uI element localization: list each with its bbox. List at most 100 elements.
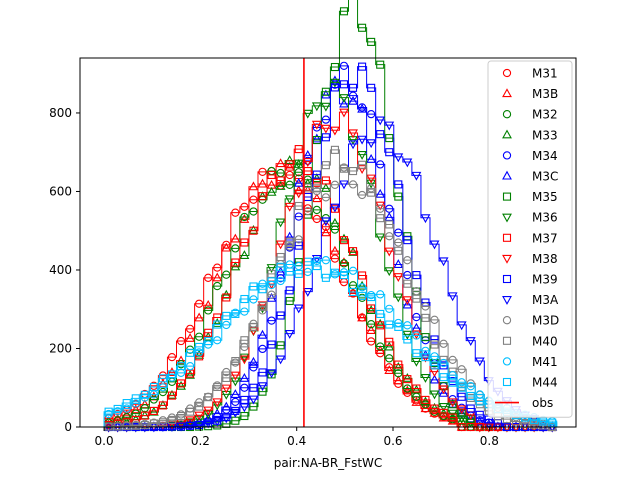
point-M44 <box>539 417 548 426</box>
point-M40 <box>131 421 140 430</box>
point-M40 <box>321 161 330 170</box>
point-M39 <box>412 271 421 280</box>
point-M33 <box>248 224 259 234</box>
point-M33 <box>357 280 368 290</box>
point-M3C <box>257 329 268 339</box>
point-M40 <box>122 422 131 431</box>
point-M37 <box>312 178 321 187</box>
point-M3A <box>420 214 431 224</box>
point-M40 <box>358 160 367 169</box>
x-tick-label: 0.6 <box>383 434 402 448</box>
point-M36 <box>357 151 368 160</box>
point-M38 <box>348 129 358 139</box>
point-M39 <box>294 241 303 250</box>
point-M44 <box>448 378 457 387</box>
point-M32 <box>366 320 376 329</box>
point-M35 <box>339 7 349 16</box>
point-M37 <box>348 247 358 256</box>
point-M3B <box>167 367 177 376</box>
point-M44 <box>376 309 385 318</box>
point-M38 <box>284 202 295 212</box>
point-M44 <box>457 383 466 392</box>
point-M35 <box>421 333 430 342</box>
point-M3A <box>311 255 322 264</box>
point-M33 <box>384 341 395 351</box>
point-M44 <box>213 320 222 329</box>
legend-label: M34 <box>532 149 558 163</box>
point-M3C <box>429 374 440 384</box>
point-M36 <box>239 353 250 363</box>
point-M3C <box>339 98 349 108</box>
point-M39 <box>258 368 267 377</box>
point-M36 <box>329 78 340 88</box>
point-M38 <box>221 384 232 394</box>
point-M33 <box>375 318 386 328</box>
point-M40 <box>367 188 376 197</box>
point-M44 <box>249 282 258 291</box>
point-M38 <box>311 120 322 130</box>
point-M44 <box>430 361 439 370</box>
y-axis: 0 200 400 600 800 <box>49 106 80 434</box>
point-M3C <box>438 387 449 397</box>
point-M39 <box>439 361 448 370</box>
point-M31 <box>285 170 294 180</box>
point-M35 <box>457 409 466 418</box>
point-M33 <box>456 415 467 425</box>
point-M37 <box>412 384 421 393</box>
point-M3A <box>375 116 386 126</box>
legend-label: M35 <box>532 190 558 204</box>
point-M37 <box>439 408 448 417</box>
point-M37 <box>158 401 167 410</box>
point-M40 <box>195 402 204 411</box>
point-M3A <box>185 421 196 431</box>
point-M3B <box>438 412 449 422</box>
legend: M31 M3B M32 M33 M34 M3C M35 M36 M37 M38 M39 M3A M3D M… <box>487 60 573 418</box>
point-M36 <box>320 102 331 112</box>
x-tick-label: 0.4 <box>287 434 306 448</box>
point-M3B <box>257 178 268 188</box>
point-M3B <box>284 161 295 171</box>
point-M3A <box>456 321 467 331</box>
point-M3B <box>429 407 440 417</box>
point-M38 <box>212 398 223 408</box>
point-M3D <box>267 290 276 299</box>
point-M3C <box>384 212 395 221</box>
point-M37 <box>176 379 186 388</box>
point-M40 <box>258 302 267 311</box>
point-M32 <box>240 212 249 222</box>
point-M33 <box>393 361 404 371</box>
point-M38 <box>257 301 268 311</box>
point-M44 <box>385 320 394 329</box>
point-M3B <box>221 242 232 252</box>
point-M32 <box>158 387 168 397</box>
point-M41 <box>240 307 249 316</box>
point-M3A <box>348 140 358 150</box>
x-axis-label: pair:NA-BR_FstWC <box>274 456 383 470</box>
point-M44 <box>222 311 231 320</box>
point-M34 <box>294 212 303 221</box>
series-line-M44 <box>103 261 558 427</box>
x-tick-label: 0.0 <box>95 434 114 448</box>
point-M33 <box>212 318 223 327</box>
point-M41 <box>258 279 267 288</box>
point-M37 <box>358 271 367 280</box>
point-M34 <box>366 109 376 119</box>
legend-marker-M3A <box>502 296 512 305</box>
point-M36 <box>203 410 214 420</box>
point-M36 <box>230 377 241 387</box>
legend-marker-M38 <box>502 254 512 264</box>
point-M41 <box>131 399 140 408</box>
point-M32 <box>204 306 213 315</box>
point-M35 <box>213 421 222 430</box>
point-M3A <box>411 171 422 181</box>
point-M36 <box>384 267 395 277</box>
legend-marker-M35 <box>502 192 512 201</box>
point-M3A <box>112 423 123 433</box>
point-M34 <box>403 270 412 280</box>
point-M40 <box>394 246 403 255</box>
point-M39 <box>385 148 394 157</box>
legend-label: M3C <box>532 170 558 184</box>
x-tick-label: 0.2 <box>191 434 210 448</box>
y-tick-label: 600 <box>49 184 72 198</box>
point-M38 <box>239 355 250 365</box>
